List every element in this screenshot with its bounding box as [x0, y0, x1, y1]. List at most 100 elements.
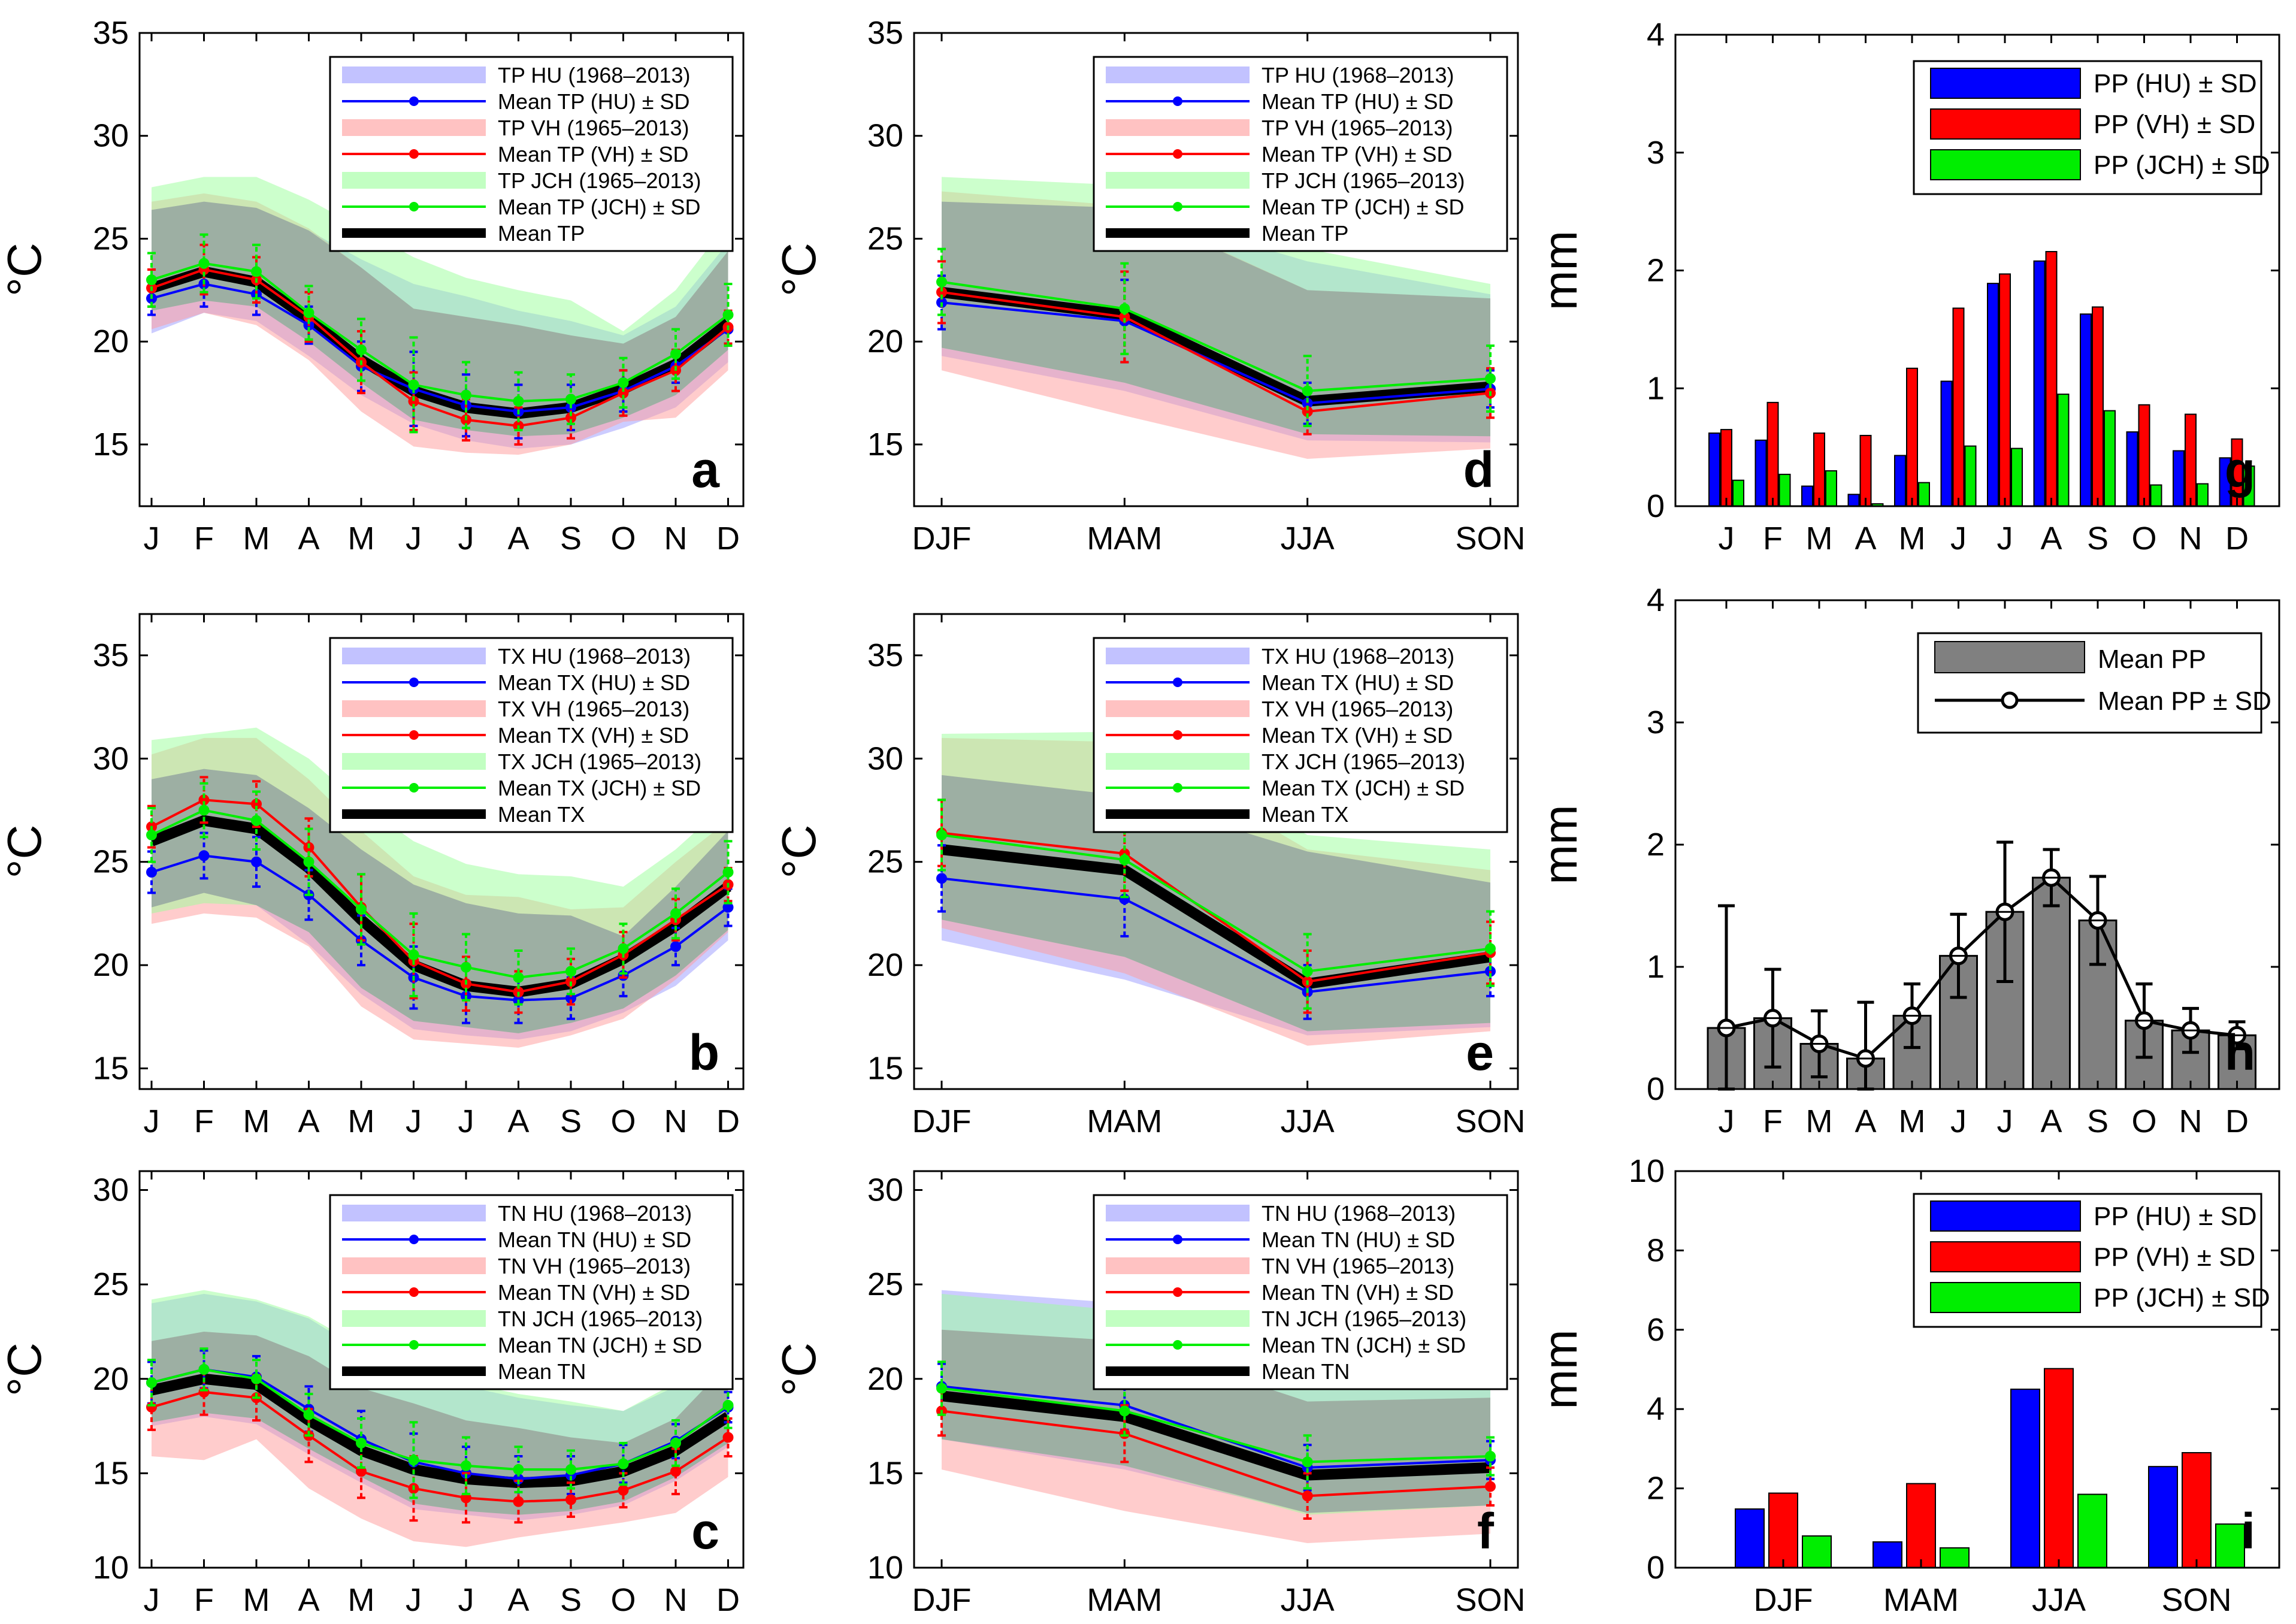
- y-tick-label: 35: [867, 15, 903, 51]
- point-vh: [513, 1496, 524, 1507]
- bar-vh: [1720, 429, 1732, 507]
- y-tick-label: 0: [1647, 1550, 1665, 1586]
- y-tick-label: 30: [93, 118, 129, 154]
- legend-label: Mean TX (HU) ± SD: [498, 670, 690, 695]
- x-tick-label: D: [716, 1103, 740, 1139]
- x-tick-label: A: [2040, 521, 2062, 557]
- legend-swatch: [342, 66, 486, 83]
- legend-swatch: [1106, 700, 1250, 717]
- bar-vh: [2092, 306, 2104, 507]
- panel-label: i: [2241, 1503, 2255, 1559]
- point-jch: [1302, 385, 1313, 397]
- bar-vh: [2182, 1452, 2212, 1569]
- x-tick-label: J: [144, 521, 160, 557]
- panel-label: f: [1477, 1503, 1495, 1559]
- legend-label: Mean TN (HU) ± SD: [1262, 1227, 1455, 1252]
- bar-hu: [1894, 455, 1906, 507]
- x-tick-label: J: [144, 1103, 160, 1139]
- x-tick-label: J: [458, 1103, 474, 1139]
- point-jch: [198, 1364, 210, 1375]
- point-hu: [670, 941, 681, 952]
- y-tick-label: 25: [867, 1266, 903, 1302]
- point-jch: [1485, 373, 1496, 385]
- bar-hu: [2173, 450, 2185, 507]
- y-tick-label: 15: [867, 1455, 903, 1491]
- panel-label: e: [1466, 1024, 1494, 1081]
- legend-label: Mean TN (VH) ± SD: [498, 1280, 690, 1305]
- bar-jch: [2011, 447, 2023, 507]
- legend-label: Mean TX: [1262, 802, 1348, 827]
- point-jch: [565, 1464, 576, 1475]
- x-tick-label: A: [298, 1103, 319, 1139]
- mean-line: [940, 1390, 1491, 1481]
- point-jch: [513, 395, 524, 407]
- plot-frame: [913, 1170, 1519, 1569]
- bar-jch: [1732, 479, 1744, 507]
- y-tick-label: 25: [93, 1266, 129, 1302]
- bar-hu: [1735, 1508, 1765, 1568]
- point-jch: [722, 309, 734, 320]
- y-axis-label: °C: [0, 1342, 51, 1396]
- legend-label: TX HU (1968–2013): [498, 644, 691, 669]
- y-tick-label: 25: [93, 844, 129, 880]
- bar-hu: [2126, 431, 2138, 507]
- legend-label: Mean TN: [498, 1359, 586, 1384]
- line-jch: [151, 809, 729, 979]
- bar-mean-pp: [2032, 876, 2071, 1090]
- bar-jch: [1918, 482, 1930, 507]
- legend-label: Mean TP (HU) ± SD: [498, 89, 690, 114]
- legend-marker: [1173, 1287, 1182, 1297]
- bar-vh: [1813, 433, 1825, 507]
- bar-hu: [2148, 1466, 2178, 1568]
- panel-d: 15 20 25 30 35 °C DJF MAM JJA SON d TP HU (1968–201…: [772, 15, 1526, 557]
- bar-vh: [1952, 307, 1965, 507]
- legend-label: Mean TP (JCH) ± SD: [498, 195, 701, 219]
- legend-label: TP JCH (1965–2013): [1262, 168, 1465, 193]
- legend-marker: [409, 1287, 419, 1297]
- bar-vh: [2045, 251, 2058, 507]
- band-overlap: [942, 775, 1490, 1032]
- line-vh: [941, 831, 1491, 983]
- point-jch: [356, 904, 367, 915]
- x-tick-label: SON: [1455, 521, 1525, 557]
- x-tick-label: J: [1950, 1103, 1967, 1139]
- x-tick-label: J: [1719, 521, 1735, 557]
- point-jch: [146, 829, 157, 840]
- legend-label: Mean TX (VH) ± SD: [1262, 723, 1453, 748]
- x-tick-label: A: [1855, 1103, 1876, 1139]
- bar-vh: [1999, 273, 2011, 507]
- point-jch: [618, 377, 629, 388]
- x-tick-label: A: [298, 521, 319, 557]
- y-axis-label: °C: [772, 1342, 825, 1396]
- x-tick-label: J: [1950, 521, 1967, 557]
- point-jch: [198, 258, 210, 269]
- legend-marker: [409, 1340, 419, 1350]
- y-tick-label: 4: [1647, 1391, 1665, 1427]
- x-tick-label: A: [507, 1582, 529, 1618]
- y-tick-label: 0: [1647, 1071, 1665, 1107]
- point-vh: [565, 1494, 576, 1505]
- legend-label: TX VH (1965–2013): [498, 697, 689, 721]
- legend-label: TN HU (1968–2013): [498, 1201, 692, 1226]
- legend-label: TP VH (1965–2013): [498, 116, 689, 140]
- panel-e: 15 20 25 30 35 °C DJF MAM JJA SON e TX HU (1968–201…: [772, 613, 1526, 1139]
- panel-label: b: [689, 1024, 719, 1081]
- legend-marker: [409, 1235, 419, 1244]
- y-tick-label: 4: [1647, 582, 1665, 618]
- x-tick-label: DJF: [1754, 1582, 1813, 1618]
- y-tick-label: 20: [93, 1361, 129, 1397]
- point-jch: [936, 276, 947, 288]
- legend-label: TN HU (1968–2013): [1262, 1201, 1456, 1226]
- legend-marker: [1173, 1235, 1182, 1244]
- legend-marker: [2001, 691, 2019, 709]
- legend-label: TN VH (1965–2013): [1262, 1254, 1454, 1278]
- legend-swatch: [342, 648, 486, 664]
- x-tick-label: J: [1997, 1103, 2013, 1139]
- legend-label: Mean TP (JCH) ± SD: [1262, 195, 1465, 219]
- plot-frame: [913, 613, 1519, 1090]
- bar-hu: [1873, 1541, 1902, 1568]
